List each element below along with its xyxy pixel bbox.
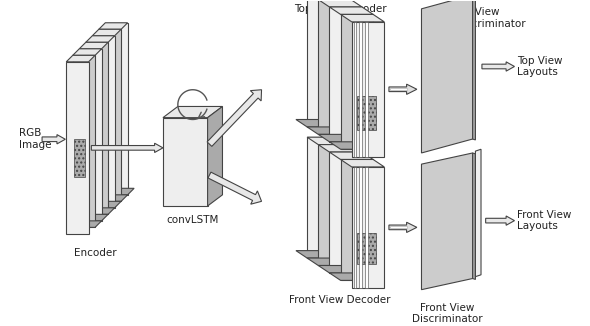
Polygon shape <box>389 222 417 232</box>
Polygon shape <box>329 142 373 149</box>
Polygon shape <box>207 90 261 146</box>
Polygon shape <box>66 62 88 234</box>
Polygon shape <box>79 49 101 221</box>
Polygon shape <box>92 29 121 36</box>
Polygon shape <box>86 36 114 42</box>
Polygon shape <box>42 135 65 144</box>
Polygon shape <box>307 127 351 134</box>
Polygon shape <box>99 195 127 201</box>
Polygon shape <box>352 167 384 288</box>
Polygon shape <box>163 107 222 118</box>
Polygon shape <box>307 258 351 265</box>
Text: Front View
Layouts: Front View Layouts <box>517 210 572 231</box>
Polygon shape <box>318 134 362 142</box>
Polygon shape <box>329 7 362 142</box>
Polygon shape <box>318 0 362 7</box>
Polygon shape <box>86 42 108 215</box>
Polygon shape <box>473 153 476 279</box>
Polygon shape <box>79 42 108 49</box>
Polygon shape <box>318 265 362 273</box>
Polygon shape <box>73 221 101 227</box>
Polygon shape <box>73 49 101 55</box>
Polygon shape <box>340 14 384 22</box>
Polygon shape <box>340 159 384 167</box>
Polygon shape <box>353 22 356 157</box>
Polygon shape <box>390 88 407 90</box>
Polygon shape <box>92 201 121 208</box>
Polygon shape <box>365 167 368 288</box>
Polygon shape <box>296 120 340 127</box>
Polygon shape <box>296 251 340 258</box>
Text: Front View
Discriminator: Front View Discriminator <box>412 303 483 324</box>
Text: Encoder: Encoder <box>74 248 117 258</box>
Polygon shape <box>390 227 407 228</box>
Polygon shape <box>86 208 114 215</box>
Polygon shape <box>99 23 127 29</box>
Polygon shape <box>91 143 163 153</box>
Polygon shape <box>359 167 362 288</box>
Polygon shape <box>353 167 356 288</box>
Polygon shape <box>356 96 376 130</box>
Text: convLSTM: convLSTM <box>166 215 219 225</box>
Polygon shape <box>105 188 134 195</box>
Polygon shape <box>486 216 514 225</box>
Polygon shape <box>340 159 373 280</box>
Polygon shape <box>389 84 417 95</box>
Polygon shape <box>329 273 373 280</box>
Polygon shape <box>318 145 362 152</box>
Polygon shape <box>340 14 373 149</box>
Polygon shape <box>482 62 514 71</box>
Text: RGB
Image: RGB Image <box>19 128 51 150</box>
Polygon shape <box>365 22 368 157</box>
Polygon shape <box>99 29 121 201</box>
Polygon shape <box>352 22 384 157</box>
Text: Top View
Layouts: Top View Layouts <box>517 56 563 77</box>
Text: Front View Decoder: Front View Decoder <box>289 295 391 305</box>
Polygon shape <box>473 0 476 140</box>
Polygon shape <box>329 7 373 14</box>
Polygon shape <box>329 152 362 273</box>
Polygon shape <box>329 152 373 159</box>
Polygon shape <box>318 145 351 265</box>
Polygon shape <box>105 23 127 195</box>
Polygon shape <box>318 0 351 134</box>
Polygon shape <box>74 139 85 177</box>
Polygon shape <box>73 55 95 227</box>
Polygon shape <box>92 36 114 208</box>
Polygon shape <box>307 137 340 258</box>
Polygon shape <box>421 153 473 290</box>
Polygon shape <box>163 118 208 206</box>
Polygon shape <box>421 0 473 153</box>
Polygon shape <box>66 55 95 62</box>
Polygon shape <box>476 149 481 277</box>
Polygon shape <box>307 0 340 127</box>
Text: Top View Decoder: Top View Decoder <box>294 5 386 14</box>
Polygon shape <box>79 215 108 221</box>
Polygon shape <box>208 107 222 206</box>
Polygon shape <box>359 22 362 157</box>
Polygon shape <box>208 172 261 204</box>
Polygon shape <box>356 233 376 264</box>
Text: Top View
Discriminator: Top View Discriminator <box>454 7 525 29</box>
Polygon shape <box>307 137 351 145</box>
